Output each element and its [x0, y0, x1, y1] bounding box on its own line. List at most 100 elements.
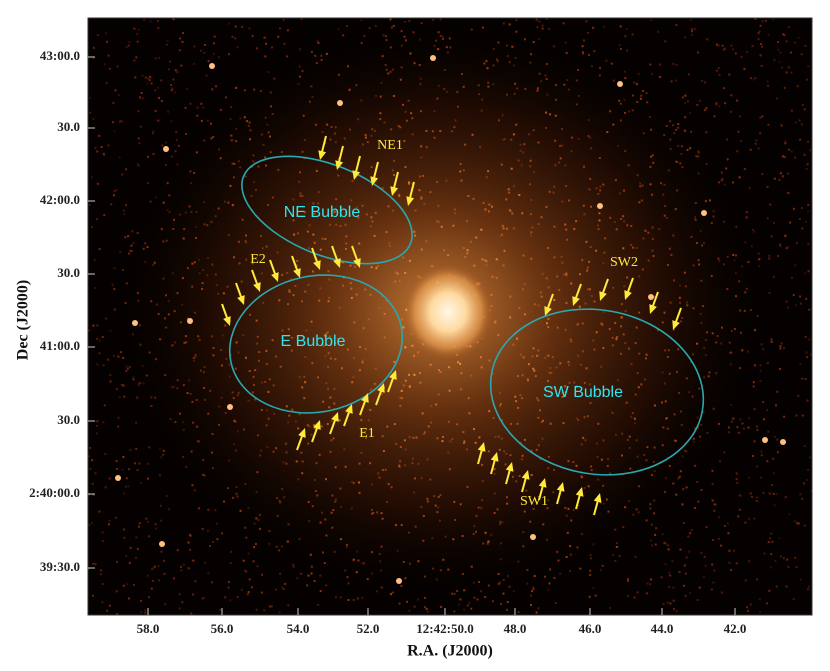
noise-pixel	[582, 39, 585, 42]
noise-pixel	[595, 442, 598, 445]
noise-pixel	[212, 52, 215, 55]
noise-pixel	[581, 259, 584, 262]
noise-pixel	[287, 303, 289, 306]
noise-pixel	[360, 419, 363, 422]
noise-pixel	[303, 375, 306, 378]
noise-pixel	[239, 509, 242, 512]
noise-pixel	[645, 519, 648, 522]
noise-pixel	[92, 594, 94, 597]
noise-pixel	[285, 462, 288, 465]
noise-pixel	[801, 103, 804, 106]
noise-pixel	[358, 491, 361, 494]
y-tick-label: 39:30.0	[40, 559, 80, 574]
noise-pixel	[135, 395, 138, 398]
noise-pixel	[279, 27, 281, 30]
noise-pixel	[787, 172, 790, 175]
noise-pixel	[621, 432, 624, 435]
noise-pixel	[509, 454, 512, 457]
noise-pixel	[197, 258, 200, 261]
noise-pixel	[337, 174, 340, 177]
noise-pixel	[650, 474, 653, 477]
noise-pixel	[332, 437, 335, 440]
noise-pixel	[594, 594, 597, 597]
noise-pixel	[391, 169, 394, 172]
noise-pixel	[808, 338, 811, 341]
noise-pixel	[216, 284, 218, 287]
noise-pixel	[638, 352, 641, 355]
noise-pixel	[666, 427, 669, 430]
noise-pixel	[537, 141, 540, 144]
noise-pixel	[798, 218, 801, 220]
noise-pixel	[739, 115, 741, 118]
noise-pixel	[404, 346, 407, 349]
noise-pixel	[179, 37, 181, 40]
noise-pixel	[284, 582, 287, 585]
noise-pixel	[562, 22, 565, 25]
noise-pixel	[408, 531, 411, 534]
noise-pixel	[705, 131, 708, 134]
noise-pixel	[201, 597, 204, 600]
noise-pixel	[171, 272, 174, 275]
noise-pixel	[151, 579, 154, 582]
noise-pixel	[776, 41, 779, 43]
noise-pixel	[511, 212, 514, 215]
noise-pixel	[605, 59, 608, 62]
noise-pixel	[152, 130, 155, 133]
noise-pixel	[125, 555, 128, 557]
noise-pixel	[726, 138, 728, 141]
noise-pixel	[462, 247, 465, 250]
point-source	[762, 437, 768, 443]
noise-pixel	[106, 609, 109, 612]
noise-pixel	[442, 435, 444, 438]
noise-pixel	[310, 320, 313, 323]
noise-pixel	[381, 469, 384, 471]
noise-pixel	[717, 257, 720, 260]
noise-pixel	[289, 278, 292, 281]
noise-pixel	[192, 62, 195, 65]
noise-pixel	[749, 603, 752, 606]
noise-pixel	[253, 383, 255, 386]
noise-pixel	[187, 567, 190, 570]
noise-pixel	[726, 158, 729, 161]
noise-pixel	[760, 43, 762, 46]
noise-pixel	[452, 224, 455, 227]
noise-pixel	[448, 366, 451, 369]
noise-pixel	[418, 64, 421, 66]
noise-pixel	[607, 458, 610, 461]
noise-pixel	[626, 438, 629, 441]
noise-pixel	[437, 495, 440, 498]
noise-pixel	[128, 561, 131, 564]
noise-pixel	[483, 62, 486, 65]
noise-pixel	[718, 516, 721, 519]
noise-pixel	[695, 155, 698, 158]
noise-pixel	[245, 234, 247, 237]
noise-pixel	[644, 229, 647, 232]
noise-pixel	[592, 26, 595, 29]
noise-pixel	[329, 450, 332, 453]
noise-pixel	[198, 272, 201, 275]
noise-pixel	[245, 356, 247, 359]
noise-pixel	[127, 44, 130, 47]
noise-pixel	[298, 376, 301, 379]
noise-pixel	[193, 172, 195, 174]
noise-pixel	[124, 236, 127, 239]
noise-pixel	[121, 119, 124, 122]
noise-pixel	[586, 269, 589, 272]
noise-pixel	[190, 612, 193, 615]
noise-pixel	[741, 265, 744, 268]
noise-pixel	[637, 386, 640, 389]
noise-pixel	[362, 562, 365, 565]
noise-pixel	[435, 403, 438, 406]
noise-pixel	[387, 483, 390, 486]
noise-pixel	[567, 360, 570, 363]
noise-pixel	[501, 224, 504, 227]
noise-pixel	[599, 66, 601, 69]
noise-pixel	[565, 556, 568, 558]
noise-pixel	[375, 590, 378, 593]
noise-pixel	[300, 18, 303, 21]
noise-pixel	[799, 493, 802, 496]
noise-pixel	[165, 294, 167, 297]
noise-pixel	[624, 506, 627, 509]
noise-pixel	[120, 384, 123, 387]
y-tick-label: 30.0	[57, 119, 80, 134]
